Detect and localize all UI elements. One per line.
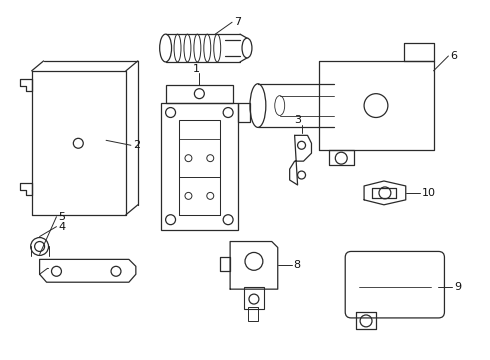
Text: 10: 10 (421, 188, 436, 198)
Text: 9: 9 (454, 282, 462, 292)
Text: 4: 4 (58, 222, 66, 231)
Bar (178, 177, 220, 215)
Text: 2: 2 (133, 140, 140, 150)
Bar (248, 307, 258, 321)
Bar (178, 121, 220, 215)
Bar (178, 139, 220, 177)
Bar (166, 85, 233, 103)
Text: 6: 6 (450, 51, 457, 61)
Text: 7: 7 (234, 17, 241, 27)
Bar (238, 103, 250, 122)
Text: 5: 5 (58, 212, 66, 222)
Text: 1: 1 (193, 64, 200, 74)
Text: 8: 8 (294, 260, 301, 270)
Bar (161, 103, 238, 230)
Bar (244, 287, 264, 309)
Text: 3: 3 (294, 116, 301, 126)
